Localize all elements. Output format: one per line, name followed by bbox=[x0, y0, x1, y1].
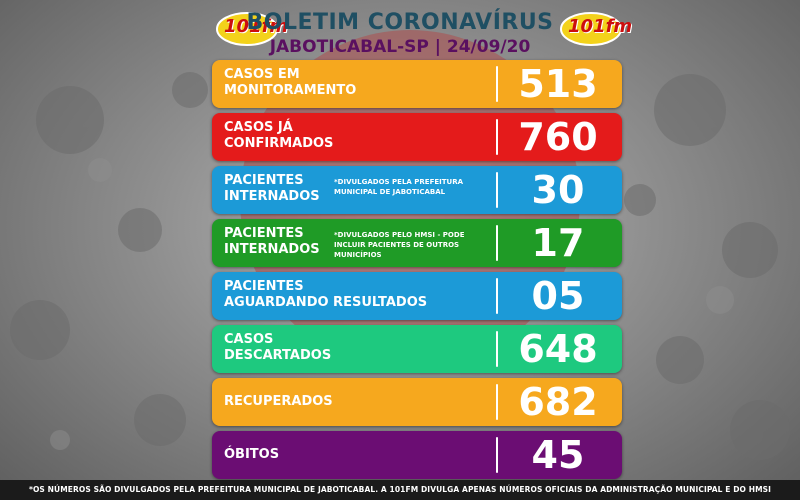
stat-row-hospitalized-hmsi: PACIENTES INTERNADOS *DIVULGADOS PELO HM… bbox=[212, 219, 622, 267]
divider bbox=[496, 225, 498, 261]
stat-row-confirmed: CASOS JÁ CONFIRMADOS 760 bbox=[212, 113, 622, 161]
radio-logo-right: 101fm bbox=[558, 10, 632, 48]
page-title: BOLETIM CORONAVÍRUS bbox=[246, 10, 554, 35]
footer-disclaimer: *OS NÚMEROS SÃO DIVULGADOS PELA PREFEITU… bbox=[0, 480, 800, 500]
divider bbox=[496, 384, 498, 420]
stat-label: RECUPERADOS bbox=[224, 394, 333, 409]
stat-row-discarded: CASOS DESCARTADOS 648 bbox=[212, 325, 622, 373]
stat-value: 30 bbox=[531, 168, 585, 212]
stat-value: 17 bbox=[531, 221, 585, 265]
stat-label: ÓBITOS bbox=[224, 447, 280, 462]
divider bbox=[496, 437, 498, 473]
stat-value: 648 bbox=[518, 327, 598, 371]
radio-logo-left: 101fm bbox=[214, 10, 288, 48]
stat-value: 760 bbox=[518, 115, 598, 159]
stat-row-hospitalized-city: PACIENTES INTERNADOS *DIVULGADOS PELA PR… bbox=[212, 166, 622, 214]
divider bbox=[496, 66, 498, 102]
stat-row-monitoring: CASOS EM MONITORAMENTO 513 bbox=[212, 60, 622, 108]
footer-text: *OS NÚMEROS SÃO DIVULGADOS PELA PREFEITU… bbox=[28, 485, 772, 494]
stat-label: CASOS EM MONITORAMENTO bbox=[224, 67, 357, 98]
logo-text: 101fm bbox=[224, 16, 289, 37]
divider bbox=[496, 331, 498, 367]
logo-text: 101fm bbox=[568, 16, 633, 37]
stat-label: CASOS JÁ CONFIRMADOS bbox=[224, 120, 334, 151]
header: 101fm BOLETIM CORONAVÍRUS JABOTICABAL-SP… bbox=[0, 6, 800, 60]
stat-value: 682 bbox=[518, 380, 598, 424]
page-subtitle: JABOTICABAL-SP | 24/09/20 bbox=[269, 37, 531, 57]
stat-value: 45 bbox=[531, 433, 585, 477]
stat-note: *DIVULGADOS PELO HMSI - PODE INCLUIR PAC… bbox=[334, 231, 465, 259]
stat-row-awaiting-results: PACIENTES AGUARDANDO RESULTADOS 05 bbox=[212, 272, 622, 320]
stat-label: PACIENTES AGUARDANDO RESULTADOS bbox=[224, 279, 428, 310]
divider bbox=[496, 278, 498, 314]
divider bbox=[496, 172, 498, 208]
divider bbox=[496, 119, 498, 155]
stat-row-recovered: RECUPERADOS 682 bbox=[212, 378, 622, 426]
stat-label: PACIENTES INTERNADOS bbox=[224, 226, 320, 257]
stat-note: *DIVULGADOS PELA PREFEITURA MUNICIPAL DE… bbox=[334, 178, 464, 196]
stat-row-deaths: ÓBITOS 45 bbox=[212, 431, 622, 479]
stat-label: PACIENTES INTERNADOS bbox=[224, 173, 320, 204]
stat-value: 05 bbox=[531, 274, 585, 318]
stat-value: 513 bbox=[518, 62, 598, 106]
stat-label: CASOS DESCARTADOS bbox=[224, 332, 332, 363]
